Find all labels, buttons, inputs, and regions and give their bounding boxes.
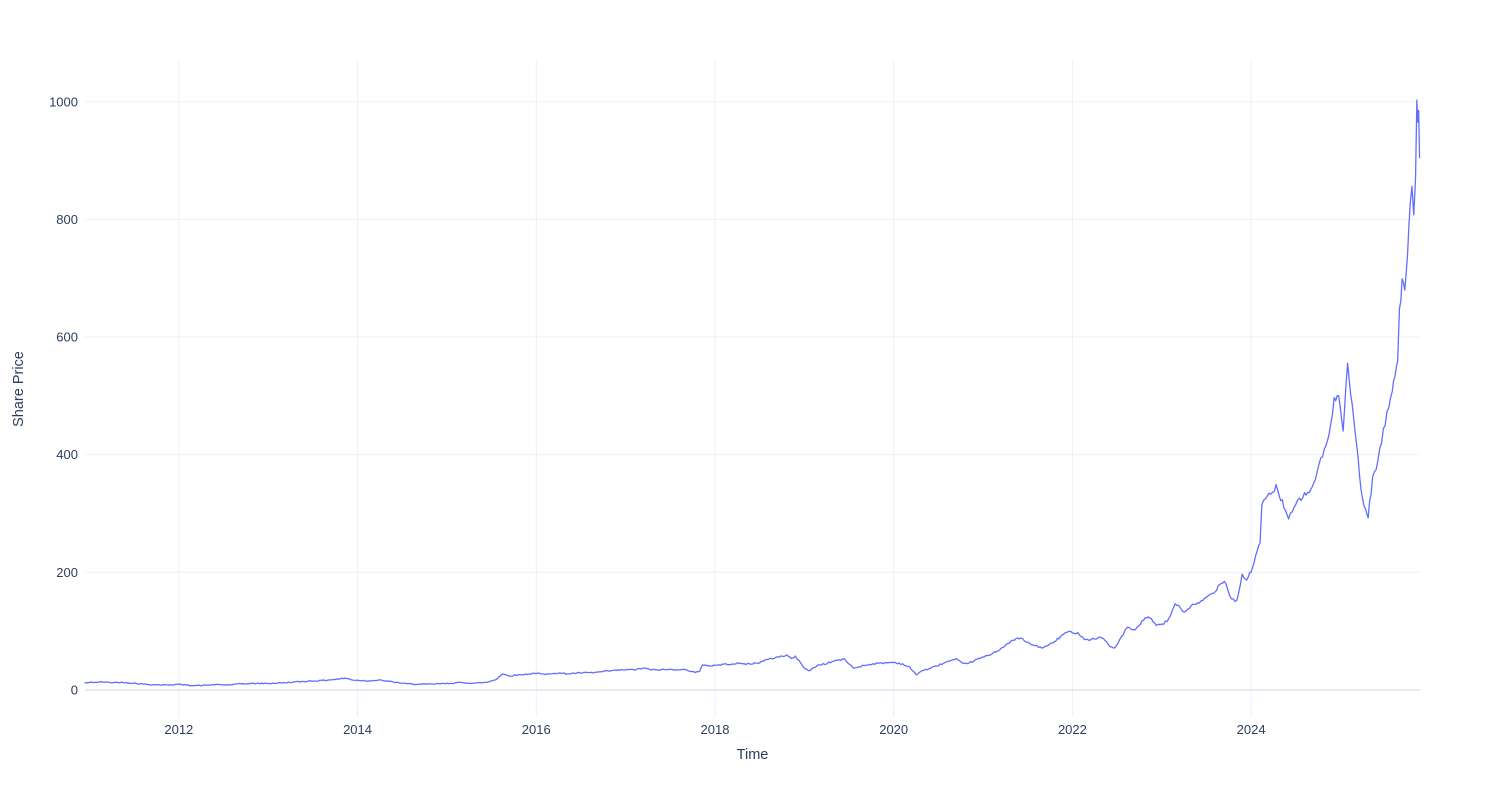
y-tick-label: 1000 <box>49 94 78 109</box>
y-axis-title: Share Price <box>11 351 27 427</box>
x-tick-label: 2012 <box>164 722 193 737</box>
x-tick-label: 2014 <box>343 722 372 737</box>
y-tick-label: 600 <box>56 330 78 345</box>
x-tick-label: 2022 <box>1058 722 1087 737</box>
y-tick-label: 800 <box>56 212 78 227</box>
x-tick-label: 2024 <box>1237 722 1266 737</box>
x-tick-label: 2020 <box>879 722 908 737</box>
y-tick-label: 200 <box>56 565 78 580</box>
y-tick-label: 400 <box>56 447 78 462</box>
x-axis-title: Time <box>736 747 769 763</box>
x-tick-label: 2018 <box>701 722 730 737</box>
price-line-series <box>84 99 1421 687</box>
x-tick-label: 2016 <box>522 722 551 737</box>
y-tick-label: 0 <box>71 682 78 697</box>
